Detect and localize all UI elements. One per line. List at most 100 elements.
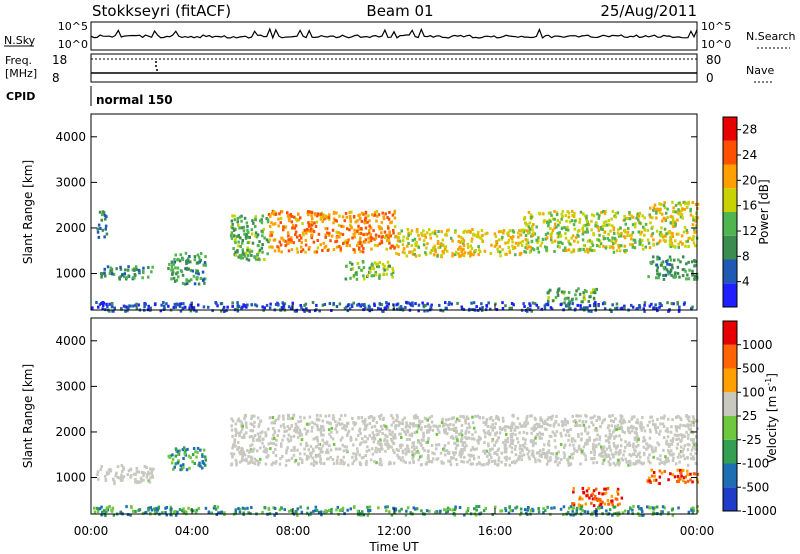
echo-cell — [230, 463, 233, 467]
echo-cell — [379, 447, 382, 451]
echo-cell — [608, 508, 612, 512]
echo-cell — [578, 495, 582, 499]
echo-cell — [341, 506, 345, 510]
echo-cell — [654, 428, 657, 431]
echo-cell — [157, 505, 161, 509]
echo-cell — [691, 480, 694, 484]
echo-cell — [567, 506, 571, 510]
echo-cell — [111, 305, 114, 309]
echo-cell — [600, 211, 603, 214]
echo-cell — [660, 261, 663, 265]
echo-cell — [303, 416, 306, 420]
echo-cell — [531, 228, 534, 232]
echo-cell — [393, 451, 396, 455]
echo-cell — [627, 429, 630, 433]
echo-cell — [669, 430, 673, 434]
echo-cell — [564, 296, 568, 300]
echo-cell — [564, 214, 567, 218]
echo-cell — [683, 434, 687, 438]
echo-cell — [311, 456, 314, 460]
echo-cell — [656, 426, 660, 430]
echo-cell — [631, 429, 634, 433]
echo-cell — [433, 452, 436, 456]
echo-cell — [523, 216, 527, 219]
echo-cell — [583, 289, 587, 292]
echo-cell — [618, 420, 622, 423]
echo-cell — [240, 219, 243, 223]
echo-cell — [243, 252, 247, 256]
echo-cell — [627, 463, 630, 467]
echo-cell — [559, 303, 563, 307]
echo-cell — [101, 228, 105, 232]
echo-cell — [534, 457, 537, 461]
echo-cell — [539, 244, 542, 248]
echo-cell — [384, 505, 387, 509]
echo-cell — [518, 455, 521, 459]
echo-cell — [602, 458, 606, 462]
echo-cell — [330, 234, 334, 238]
nsky-tick-high: 10^5 — [58, 20, 88, 33]
echo-cell — [443, 508, 446, 512]
echo-cell — [181, 281, 185, 285]
echo-cell — [306, 506, 310, 510]
echo-cell — [391, 416, 395, 420]
echo-cell — [575, 449, 579, 453]
echo-cell — [295, 235, 299, 239]
echo-cell — [686, 273, 689, 277]
echo-cell — [579, 462, 582, 466]
echo-cell — [127, 469, 131, 473]
echo-cell — [439, 243, 442, 247]
echo-cell — [629, 234, 632, 238]
echo-cell — [665, 457, 668, 461]
echo-cell — [493, 459, 497, 463]
echo-cell — [418, 254, 421, 257]
echo-cell — [230, 428, 234, 432]
echo-cell — [513, 246, 517, 250]
echo-cell — [235, 460, 238, 464]
echo-cell — [629, 507, 632, 511]
echo-cell — [614, 306, 617, 310]
echo-cell — [478, 416, 482, 420]
echo-cell — [634, 222, 637, 226]
freq-frame — [90, 53, 698, 83]
echo-cell — [289, 307, 293, 311]
echo-cell — [289, 435, 293, 439]
x-tick-label: 12:00 — [377, 524, 412, 538]
echo-cell — [655, 505, 659, 509]
echo-cell — [497, 459, 500, 462]
echo-cell — [142, 266, 145, 270]
echo-cell — [579, 306, 582, 310]
echo-cell — [670, 508, 674, 512]
echo-cell — [154, 509, 157, 512]
echo-cell — [592, 214, 596, 218]
echo-cell — [181, 509, 184, 513]
echo-cell — [143, 305, 146, 308]
echo-cell — [514, 253, 517, 257]
echo-cell — [430, 303, 433, 307]
echo-cell — [234, 422, 238, 426]
echo-cell — [547, 291, 550, 295]
echo-cell — [310, 214, 313, 218]
echo-cell — [679, 416, 682, 420]
echo-cell — [260, 246, 264, 250]
echo-cell — [384, 449, 387, 453]
echo-cell — [690, 307, 693, 311]
echo-cell — [271, 426, 275, 430]
echo-cell — [551, 430, 555, 434]
echo-cell — [438, 430, 441, 434]
echo-cell — [189, 268, 193, 272]
echo-cell — [676, 468, 679, 472]
echo-cell — [143, 465, 147, 468]
echo-cell — [512, 247, 515, 250]
echo-cell — [421, 301, 424, 305]
echo-cell — [309, 444, 313, 448]
echo-cell — [308, 210, 312, 214]
echo-cell — [172, 306, 175, 309]
echo-cell — [369, 239, 373, 243]
echo-cell — [527, 210, 531, 214]
echo-cell — [677, 242, 680, 246]
echo-cell — [642, 439, 645, 443]
echo-cell — [413, 416, 416, 420]
echo-cell — [446, 509, 449, 513]
echo-cell — [319, 427, 323, 431]
